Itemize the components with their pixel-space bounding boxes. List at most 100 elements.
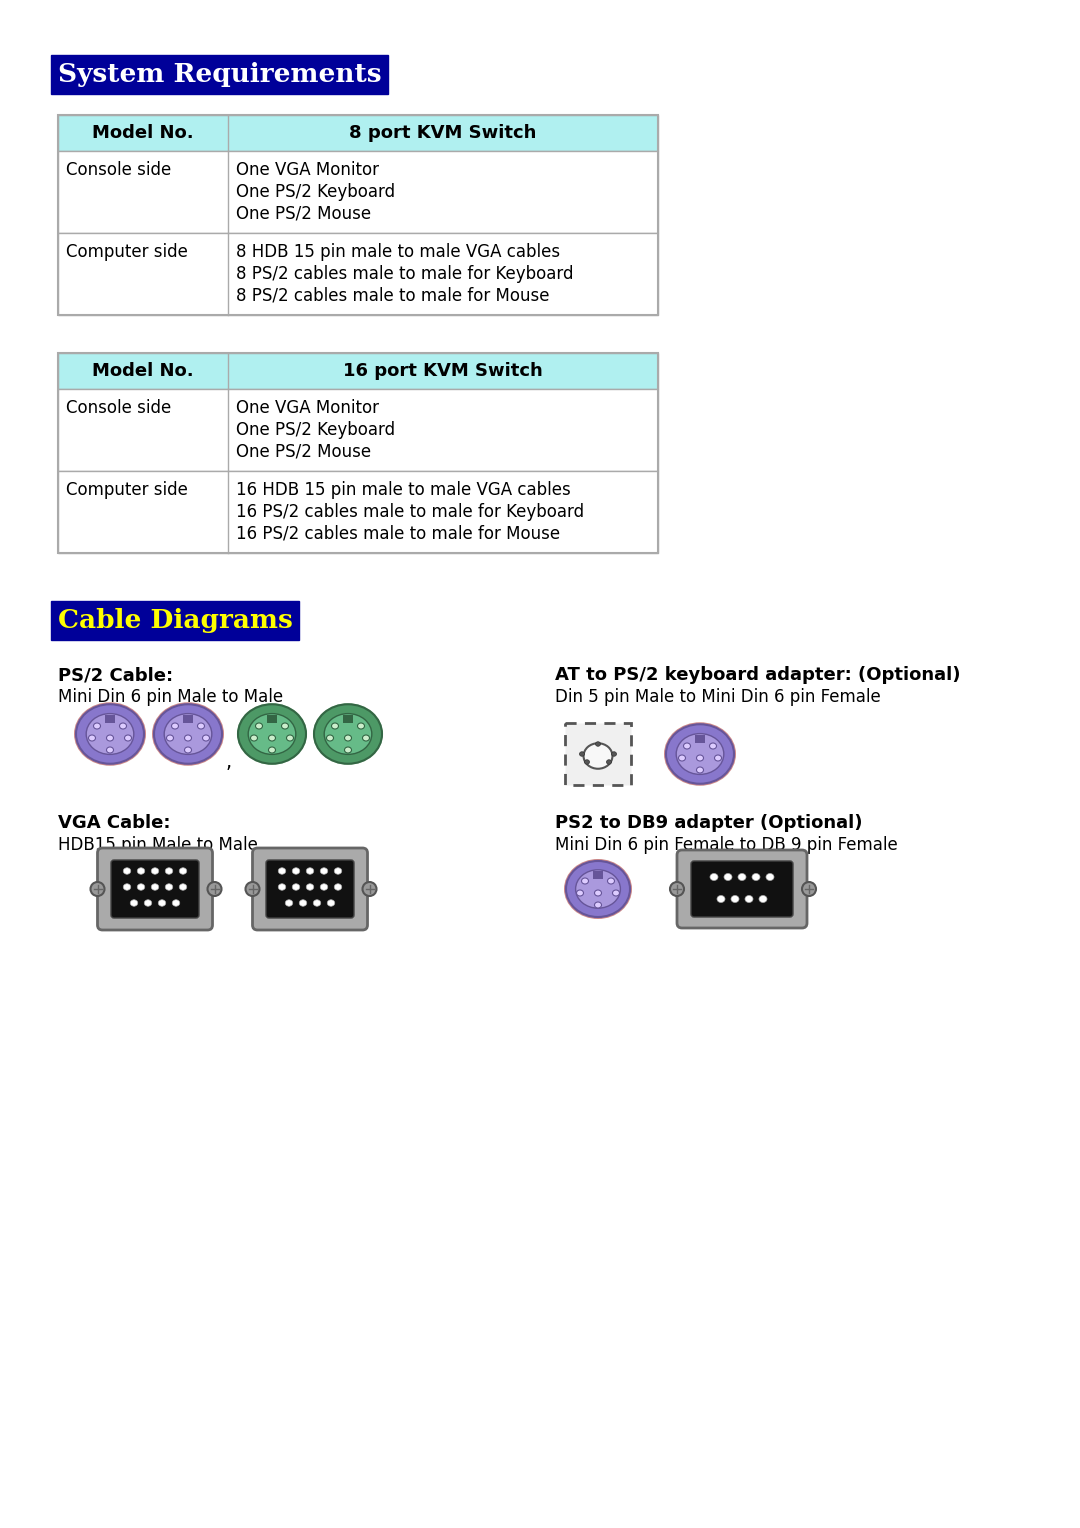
Ellipse shape [345, 747, 351, 753]
Ellipse shape [363, 882, 377, 895]
Ellipse shape [684, 743, 690, 749]
Text: 16 HDB 15 pin male to male VGA cables: 16 HDB 15 pin male to male VGA cables [237, 481, 570, 500]
Ellipse shape [89, 735, 95, 741]
Text: PS2 to DB9 adapter (Optional): PS2 to DB9 adapter (Optional) [555, 814, 863, 833]
Ellipse shape [151, 883, 159, 891]
Ellipse shape [321, 868, 327, 874]
FancyBboxPatch shape [58, 471, 658, 553]
Ellipse shape [607, 879, 615, 885]
Ellipse shape [594, 902, 602, 908]
Ellipse shape [131, 900, 138, 906]
Ellipse shape [76, 704, 144, 764]
Text: VGA Cable:: VGA Cable: [58, 814, 171, 833]
Ellipse shape [759, 895, 767, 903]
Ellipse shape [159, 900, 165, 906]
FancyBboxPatch shape [58, 115, 658, 151]
FancyBboxPatch shape [566, 723, 631, 785]
Ellipse shape [185, 747, 191, 753]
Ellipse shape [334, 883, 341, 891]
Ellipse shape [611, 752, 617, 756]
FancyBboxPatch shape [267, 715, 276, 723]
Ellipse shape [123, 883, 131, 891]
Text: Model No.: Model No. [92, 362, 193, 380]
FancyBboxPatch shape [105, 715, 114, 723]
Ellipse shape [580, 752, 584, 756]
Ellipse shape [154, 704, 222, 764]
Text: One VGA Monitor: One VGA Monitor [237, 399, 379, 417]
Ellipse shape [332, 723, 338, 729]
Ellipse shape [86, 714, 134, 755]
Ellipse shape [581, 879, 589, 885]
Text: Computer side: Computer side [66, 481, 188, 500]
Text: 8 PS/2 cables male to male for Mouse: 8 PS/2 cables male to male for Mouse [237, 287, 550, 306]
Ellipse shape [697, 767, 703, 773]
Ellipse shape [172, 900, 179, 906]
FancyBboxPatch shape [58, 390, 658, 471]
Ellipse shape [324, 714, 372, 755]
Text: One PS/2 Mouse: One PS/2 Mouse [237, 205, 372, 223]
Ellipse shape [203, 735, 210, 741]
Ellipse shape [357, 723, 365, 729]
Ellipse shape [345, 735, 351, 741]
Ellipse shape [670, 882, 684, 895]
Ellipse shape [293, 868, 300, 874]
Ellipse shape [678, 755, 686, 761]
Ellipse shape [307, 868, 314, 874]
Ellipse shape [293, 883, 300, 891]
Text: PS/2 Cable:: PS/2 Cable: [58, 666, 173, 685]
Ellipse shape [165, 883, 173, 891]
Ellipse shape [237, 703, 307, 764]
Ellipse shape [321, 883, 327, 891]
Ellipse shape [583, 743, 612, 769]
Ellipse shape [251, 735, 257, 741]
Ellipse shape [179, 868, 187, 874]
FancyBboxPatch shape [593, 871, 603, 880]
Text: ,: , [226, 752, 232, 772]
Ellipse shape [279, 883, 286, 891]
Ellipse shape [715, 755, 721, 761]
Text: One PS/2 Keyboard: One PS/2 Keyboard [237, 183, 395, 202]
FancyBboxPatch shape [111, 860, 199, 918]
Text: System Requirements: System Requirements [58, 63, 381, 87]
Ellipse shape [745, 895, 753, 903]
Ellipse shape [245, 882, 259, 895]
Ellipse shape [710, 874, 718, 880]
Text: One VGA Monitor: One VGA Monitor [237, 160, 379, 179]
Ellipse shape [124, 735, 132, 741]
Ellipse shape [166, 735, 174, 741]
Ellipse shape [91, 882, 105, 895]
Ellipse shape [564, 859, 632, 918]
Ellipse shape [666, 724, 734, 784]
Ellipse shape [269, 747, 275, 753]
Ellipse shape [334, 868, 341, 874]
FancyBboxPatch shape [691, 860, 793, 917]
Ellipse shape [664, 723, 735, 785]
Text: Mini Din 6 pin Female to DB 9 pin Female: Mini Din 6 pin Female to DB 9 pin Female [555, 836, 897, 854]
Ellipse shape [107, 747, 113, 753]
Text: Din 5 pin Male to Mini Din 6 pin Female: Din 5 pin Male to Mini Din 6 pin Female [555, 688, 881, 706]
Text: Console side: Console side [66, 160, 172, 179]
FancyBboxPatch shape [58, 232, 658, 315]
Ellipse shape [595, 741, 600, 746]
Text: Cable Diagrams: Cable Diagrams [58, 608, 293, 633]
Ellipse shape [94, 723, 100, 729]
Text: Mini Din 6 pin Male to Male: Mini Din 6 pin Male to Male [58, 688, 283, 706]
Ellipse shape [752, 874, 760, 880]
Text: HDB15 pin Male to Male: HDB15 pin Male to Male [58, 836, 258, 854]
Ellipse shape [286, 735, 294, 741]
FancyBboxPatch shape [696, 735, 705, 743]
Ellipse shape [710, 743, 716, 749]
FancyBboxPatch shape [253, 848, 367, 931]
Ellipse shape [724, 874, 732, 880]
Ellipse shape [285, 900, 293, 906]
Ellipse shape [612, 889, 620, 895]
Ellipse shape [198, 723, 204, 729]
Ellipse shape [607, 759, 611, 764]
Ellipse shape [676, 733, 724, 775]
Ellipse shape [566, 860, 630, 917]
Ellipse shape [123, 868, 131, 874]
Text: Console side: Console side [66, 399, 172, 417]
Text: 8 PS/2 cables male to male for Keyboard: 8 PS/2 cables male to male for Keyboard [237, 264, 573, 283]
Text: 16 PS/2 cables male to male for Keyboard: 16 PS/2 cables male to male for Keyboard [237, 503, 584, 521]
Ellipse shape [327, 900, 335, 906]
